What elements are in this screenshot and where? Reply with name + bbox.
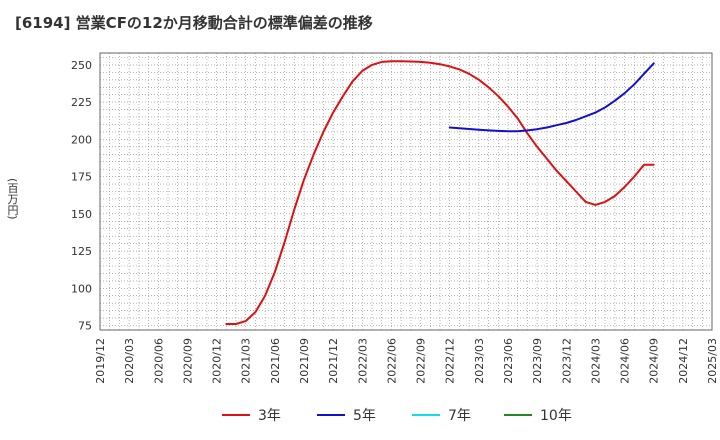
legend-swatch-3y <box>222 414 250 416</box>
legend-swatch-10y <box>504 414 532 416</box>
line-chart: 75 100 125 150 175 200 225 250 2019/12 2020/03 202… <box>71 52 719 384</box>
y-tick-label: 125 <box>71 245 92 258</box>
y-tick-label: 250 <box>71 59 92 72</box>
y-tick-label: 225 <box>71 96 92 109</box>
x-tick-label: 2023/06 <box>502 338 515 384</box>
x-tick-label: 2021/06 <box>269 338 282 384</box>
x-tick-label: 2023/09 <box>531 338 544 384</box>
x-tick-label: 2019/12 <box>94 338 107 384</box>
plot-frame <box>99 52 713 331</box>
x-tick-label: 2021/09 <box>298 338 311 384</box>
y-axis-unit-label: (百万円) <box>6 178 19 220</box>
x-tick-label: 2025/03 <box>706 338 719 384</box>
x-tick-label: 2020/06 <box>152 338 165 384</box>
y-tick-label: 175 <box>71 171 92 184</box>
legend-swatch-5y <box>317 414 345 416</box>
x-tick-label: 2022/12 <box>444 338 457 384</box>
legend-label-10y: 10年 <box>540 408 572 424</box>
legend-item-3y: 3年 <box>222 404 281 426</box>
series-line-0 <box>225 60 655 325</box>
x-tick-label: 2024/06 <box>619 338 632 384</box>
x-tick-label: 2021/03 <box>240 338 253 384</box>
legend-item-10y: 10年 <box>504 404 572 426</box>
legend-item-7y: 7年 <box>412 404 471 426</box>
y-tick-label: 200 <box>71 133 92 146</box>
x-tick-label: 2023/03 <box>473 338 486 384</box>
legend-swatch-7y <box>412 414 440 416</box>
x-tick-label: 2020/03 <box>123 338 136 384</box>
x-tick-label: 2020/12 <box>211 338 224 384</box>
legend-label-5y: 5年 <box>353 408 376 424</box>
y-tick-label: 100 <box>71 282 92 295</box>
x-tick-label: 2023/12 <box>560 338 573 384</box>
x-tick-label: 2022/06 <box>385 338 398 384</box>
x-tick-label: 2024/09 <box>648 338 661 384</box>
chart-legend: 3年 5年 7年 10年 <box>0 404 720 426</box>
legend-label-3y: 3年 <box>258 408 281 424</box>
series-line-1 <box>448 62 655 133</box>
x-tick-label: 2022/09 <box>415 338 428 384</box>
x-tick-label: 2024/03 <box>589 338 602 384</box>
x-tick-label: 2022/03 <box>356 338 369 384</box>
chart-title: [6194] 営業CFの12か月移動合計の標準偏差の推移 <box>15 14 373 32</box>
y-tick-label: 75 <box>78 320 92 333</box>
legend-item-5y: 5年 <box>317 404 376 426</box>
x-tick-label: 2024/12 <box>677 338 690 384</box>
legend-label-7y: 7年 <box>448 408 471 424</box>
y-tick-label: 150 <box>71 208 92 221</box>
x-tick-label: 2020/09 <box>181 338 194 384</box>
x-tick-label: 2021/12 <box>327 338 340 384</box>
